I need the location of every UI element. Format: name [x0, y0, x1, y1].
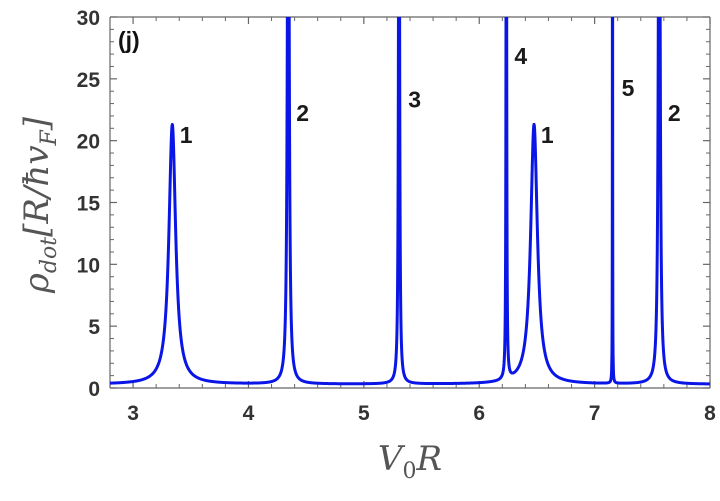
panel-label: (j) — [118, 27, 140, 53]
peak-label: 2 — [296, 100, 309, 126]
x-tick-label: 7 — [589, 402, 601, 425]
y-axis-label-unit-sub: F — [37, 129, 62, 146]
y-tick-label: 15 — [77, 193, 101, 216]
x-axis-label-v: V — [378, 439, 406, 479]
x-axis-label-r: R — [415, 439, 442, 479]
y-tick-label: 10 — [77, 254, 100, 277]
y-tick-label: 0 — [88, 378, 100, 401]
y-axis-label-sub: dot — [37, 237, 62, 273]
x-tick-label: 4 — [243, 402, 255, 425]
x-tick-label: 6 — [473, 402, 485, 425]
x-tick-label: 5 — [358, 402, 370, 425]
peak-label: 2 — [668, 100, 681, 126]
x-axis-label: V0R — [378, 439, 442, 484]
peak-labels: 1 2 3 4 1 5 2 — [180, 43, 681, 148]
y-axis-label-rho: ρ — [17, 273, 57, 294]
y-axis-label: ρdot[R/ħvF] — [17, 116, 62, 294]
peak-label: 3 — [408, 86, 421, 112]
data-curve — [110, 17, 710, 386]
peak-label: 4 — [514, 43, 527, 69]
y-tick-label: 25 — [77, 69, 101, 92]
peak-label: 1 — [541, 122, 554, 148]
x-axis-label-sub: 0 — [402, 459, 416, 484]
x-tick-label: 3 — [127, 402, 139, 425]
peak-label: 5 — [622, 75, 635, 101]
curve-layer — [110, 17, 710, 386]
y-axis-label-close: ] — [17, 116, 57, 131]
peak-label: 1 — [180, 122, 193, 148]
x-tick-label: 8 — [704, 402, 716, 425]
y-tick-label: 20 — [77, 131, 100, 154]
y-tick-label: 30 — [77, 7, 100, 30]
y-axis-label-unit: [R/ħv — [17, 145, 57, 236]
y-tick-label: 5 — [88, 316, 100, 339]
